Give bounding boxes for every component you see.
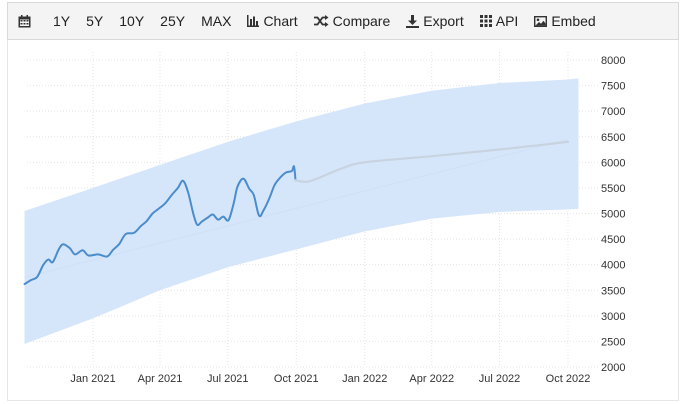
export-button[interactable]: Export [398,3,471,39]
y-tick-label: 6500 [601,132,625,144]
forecast-series-line [294,140,570,183]
range-5y-button[interactable]: 5Y [86,13,104,29]
chart-button-label: Chart [263,13,298,29]
y-tick-label: 5000 [601,209,625,221]
range-25y-button[interactable]: 25Y [160,13,186,29]
historical-series-line [23,165,297,286]
y-tick-label: 7000 [601,106,625,118]
x-tick-label: Apr 2022 [409,373,454,385]
api-button[interactable]: API [472,3,527,39]
series-group [23,140,570,286]
range-1y-button[interactable]: 1Y [53,13,71,29]
calendar-button[interactable] [8,3,45,39]
y-tick-label: 4000 [601,260,625,272]
chart-type-button[interactable]: Chart [239,3,305,39]
range-max-button[interactable]: MAX [201,13,232,29]
y-tick-label: 8000 [601,55,625,67]
y-tick-label: 2500 [601,336,625,348]
compare-button-label: Compare [332,13,391,29]
x-tick-label: Jul 2021 [207,373,249,385]
shuffle-icon [313,15,329,27]
x-tick-label: Oct 2021 [274,373,319,385]
bar-chart-icon [247,15,260,27]
export-button-label: Export [423,13,464,29]
y-axis: 2000 2500 3000 3500 4000 4500 5000 5500 6000 6500… [601,55,625,374]
x-tick-label: Jan 2021 [70,373,115,385]
y-tick-label: 5500 [601,183,625,195]
range-10y-button[interactable]: 10Y [119,13,145,29]
x-axis: Jan 2021 Apr 2021 Jul 2021 Oct 2021 Jan 2022… [70,373,590,385]
y-tick-label: 4500 [601,234,625,246]
confidence-band [24,78,579,344]
y-tick-label: 2000 [601,362,625,374]
x-tick-label: Jul 2022 [479,373,521,385]
embed-button[interactable]: Embed [526,3,603,39]
grid-icon [479,15,492,27]
calendar-icon [18,14,31,27]
image-icon [534,15,548,27]
api-button-label: API [495,13,519,29]
x-tick-label: Jan 2022 [342,373,387,385]
y-tick-label: 6000 [601,157,625,169]
chart-frame [7,40,679,401]
compare-button[interactable]: Compare [306,3,399,39]
x-tick-label: Oct 2022 [546,373,591,385]
x-tick-label: Apr 2021 [138,373,183,385]
y-tick-label: 7500 [601,81,625,93]
trend-line [24,138,569,279]
y-tick-label: 3000 [601,311,625,323]
trend-line-group [24,138,569,279]
download-icon [406,14,420,28]
chart-toolbar: 1Y 5Y 10Y 25Y MAX Chart Compare Export [7,2,679,40]
forecast-band [24,78,579,344]
y-tick-label: 3500 [601,285,625,297]
embed-button-label: Embed [551,13,596,29]
